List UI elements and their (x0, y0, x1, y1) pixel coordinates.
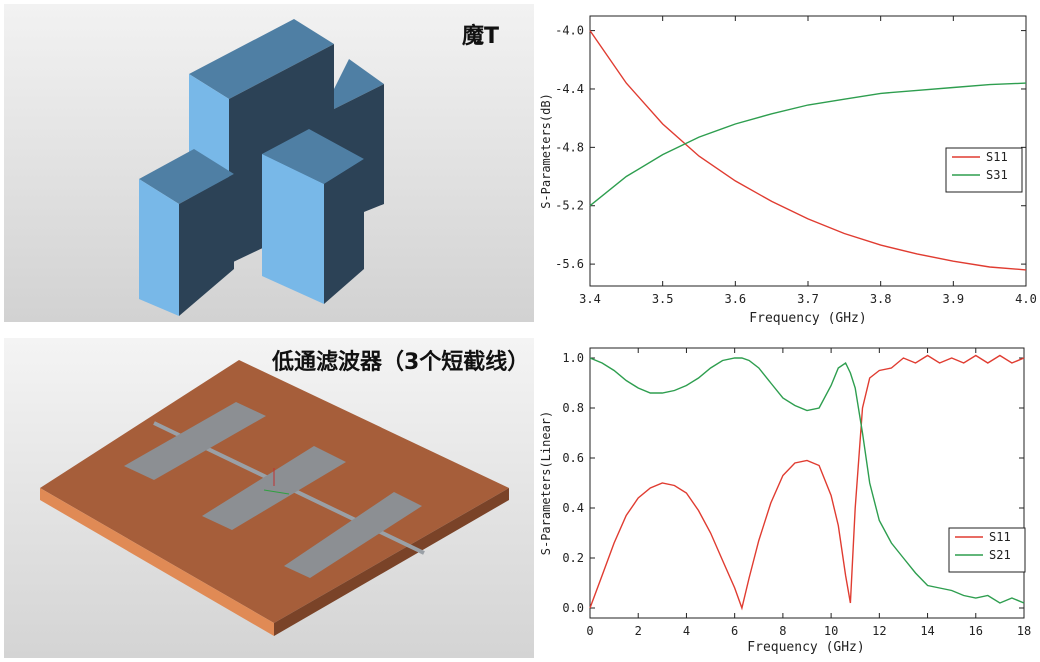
legend-box (948, 527, 1026, 573)
x-tick-label: 3.6 (724, 292, 746, 306)
x-axis-label: Frequency (GHz) (749, 311, 866, 326)
x-tick-label: 4.0 (1015, 292, 1037, 306)
lowpass-filter-model (40, 360, 509, 636)
legend-label: S11 (986, 150, 1008, 164)
x-tick-label: 16 (969, 624, 983, 638)
chart-lowpass-sparams: 0 2 4 6 8 10 12 14 16 18 0.0 0.2 0.4 0.6 0.8 1.0 Freque… (539, 347, 1031, 655)
series-line-s31 (589, 82, 1027, 207)
x-tick-label: 3.4 (579, 292, 601, 306)
y-tick-label: 1.0 (562, 351, 584, 365)
x-tick-label: 10 (824, 624, 838, 638)
y-tick-label: -4.8 (555, 140, 584, 154)
series-line-s21 (589, 357, 1025, 604)
legend-label: S31 (986, 168, 1008, 182)
x-tick-label: 12 (872, 624, 886, 638)
x-tick-label: 8 (779, 624, 786, 638)
x-tick-label: 3.7 (797, 292, 819, 306)
x-tick-label: 3.8 (870, 292, 892, 306)
tick-group: 0 2 4 6 8 10 12 14 16 18 0.0 0.2 0.4 0.6 0.8 1.0 (562, 348, 1031, 638)
x-tick-label: 2 (635, 624, 642, 638)
lowpass-title: 低通滤波器（3个短截线） (272, 350, 530, 375)
series-group (589, 354, 1025, 611)
y-tick-label: -5.2 (555, 199, 584, 213)
legend-box (945, 147, 1023, 193)
y-tick-label: 0.4 (562, 501, 584, 515)
magic-t-model (139, 19, 384, 316)
series-line-s11 (589, 354, 1025, 611)
y-axis-label: S-Parameters(dB) (539, 93, 553, 209)
y-axis-label: S-Parameters(Linear) (539, 411, 553, 556)
y-tick-label: 0.8 (562, 401, 584, 415)
chart-magic-t-sparams: 3.4 3.5 3.6 3.7 3.8 3.9 4.0 -4.0 -4.4 -4.8 -5.2 -5.… (539, 15, 1037, 326)
x-tick-label: 14 (920, 624, 934, 638)
y-tick-label: -5.6 (555, 257, 584, 271)
y-tick-label: 0.0 (562, 601, 584, 615)
x-tick-label: 0 (586, 624, 593, 638)
x-axis-label: Frequency (GHz) (747, 640, 864, 655)
y-tick-label: 0.6 (562, 451, 584, 465)
series-line-s11 (589, 30, 1027, 271)
series-group (589, 30, 1027, 271)
lowpass-filter-render: 低通滤波器（3个短截线） (4, 338, 534, 658)
y-tick-label: -4.0 (555, 24, 584, 38)
x-tick-label: 4 (683, 624, 690, 638)
x-tick-label: 6 (731, 624, 738, 638)
tick-group: 3.4 3.5 3.6 3.7 3.8 3.9 4.0 -4.0 -4.4 -4.8 -5.2 -5.… (555, 16, 1037, 306)
plot-frame (589, 347, 1025, 619)
x-tick-label: 3.9 (942, 292, 964, 306)
x-tick-label: 3.5 (652, 292, 674, 306)
legend-label: S11 (989, 530, 1011, 544)
y-tick-label: 0.2 (562, 551, 584, 565)
legend-label: S21 (989, 548, 1011, 562)
magic-t-title: 魔T (462, 24, 500, 49)
y-tick-label: -4.4 (555, 82, 584, 96)
magic-t-render: 魔T (4, 4, 534, 322)
x-tick-label: 18 (1017, 624, 1031, 638)
